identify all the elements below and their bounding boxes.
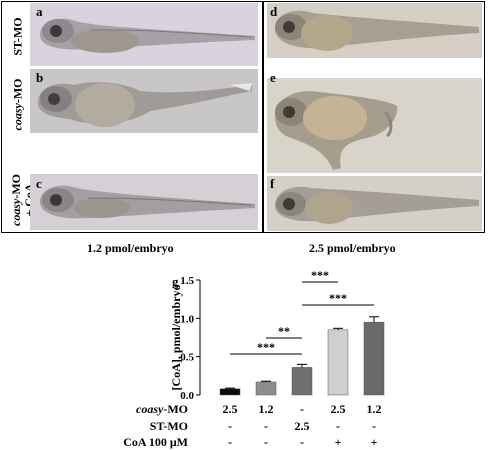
significance-label: ** xyxy=(278,324,290,338)
embryo-image-c xyxy=(30,174,258,230)
table-cell: 2.5 xyxy=(330,402,346,416)
table-cell: + xyxy=(370,435,378,449)
table-row-label-text: ST-MO xyxy=(149,419,188,433)
table-row-label: ST-MO xyxy=(60,419,188,434)
bar xyxy=(363,321,385,396)
significance-label: *** xyxy=(257,340,275,354)
table-row-label: CoA 100 μM xyxy=(60,435,188,450)
table-row-label-italic: coasy xyxy=(136,402,164,416)
embryo-image-f xyxy=(267,176,482,231)
table-cell: 2.5 xyxy=(222,402,238,416)
table-cell: - xyxy=(300,402,304,416)
table-cell: 2.5 xyxy=(294,419,310,433)
y-tick-label: 1.5 xyxy=(180,275,194,287)
bar xyxy=(291,367,313,396)
row-label-st-mo: ST-MO xyxy=(10,17,25,56)
table-cell: - xyxy=(228,419,232,433)
table-cell: - xyxy=(264,419,268,433)
panel-letter-d: d xyxy=(270,4,278,19)
table-row-label-text: -MO xyxy=(163,402,188,416)
panel-letter-b: b xyxy=(36,70,44,85)
significance-label: *** xyxy=(329,291,347,305)
y-tick-label: 0.0 xyxy=(180,390,194,400)
dose-caption-left: 1.2 pmol/embryo xyxy=(87,241,174,255)
embryo-image-a xyxy=(30,3,258,66)
table-cell: - xyxy=(228,435,232,449)
image-panel-right-frame xyxy=(263,1,485,233)
table-cell: - xyxy=(264,435,268,449)
y-tick-label: 1.0 xyxy=(180,313,194,325)
table-cell: - xyxy=(372,419,376,433)
table-cell: 1.2 xyxy=(258,402,274,416)
significance-label: *** xyxy=(311,270,329,282)
panel-letter-c: c xyxy=(36,176,42,191)
y-tick-label: 0.5 xyxy=(180,352,194,364)
table-row-label-text: CoA 100 μM xyxy=(123,435,188,449)
row-label-coasy-mo: coasy-MO xyxy=(10,78,25,131)
embryo-image-d xyxy=(267,3,482,58)
table-cell: 1.2 xyxy=(366,402,382,416)
bar xyxy=(327,329,349,396)
chart-panel-letter-g: g xyxy=(172,274,179,289)
embryo-image-e xyxy=(267,78,482,173)
y-axis-label: [CoA], pmol/embryo xyxy=(170,285,183,391)
panel-letter-a: a xyxy=(36,4,43,19)
dose-caption-right: 2.5 pmol/embryo xyxy=(309,241,396,255)
panel-letter-e: e xyxy=(270,70,276,85)
image-panel-left-frame xyxy=(1,1,263,233)
table-cell: - xyxy=(336,419,340,433)
bar xyxy=(255,381,277,396)
table-row-label: coasy-MO xyxy=(60,402,188,417)
table-cell: + xyxy=(334,435,342,449)
coa-bar-chart: 0.00.51.01.5[CoA], pmol/embryo **********… xyxy=(170,270,385,400)
embryo-image-b xyxy=(30,69,258,133)
table-cell: - xyxy=(300,435,304,449)
bar xyxy=(219,388,241,396)
panel-letter-f: f xyxy=(270,176,275,191)
